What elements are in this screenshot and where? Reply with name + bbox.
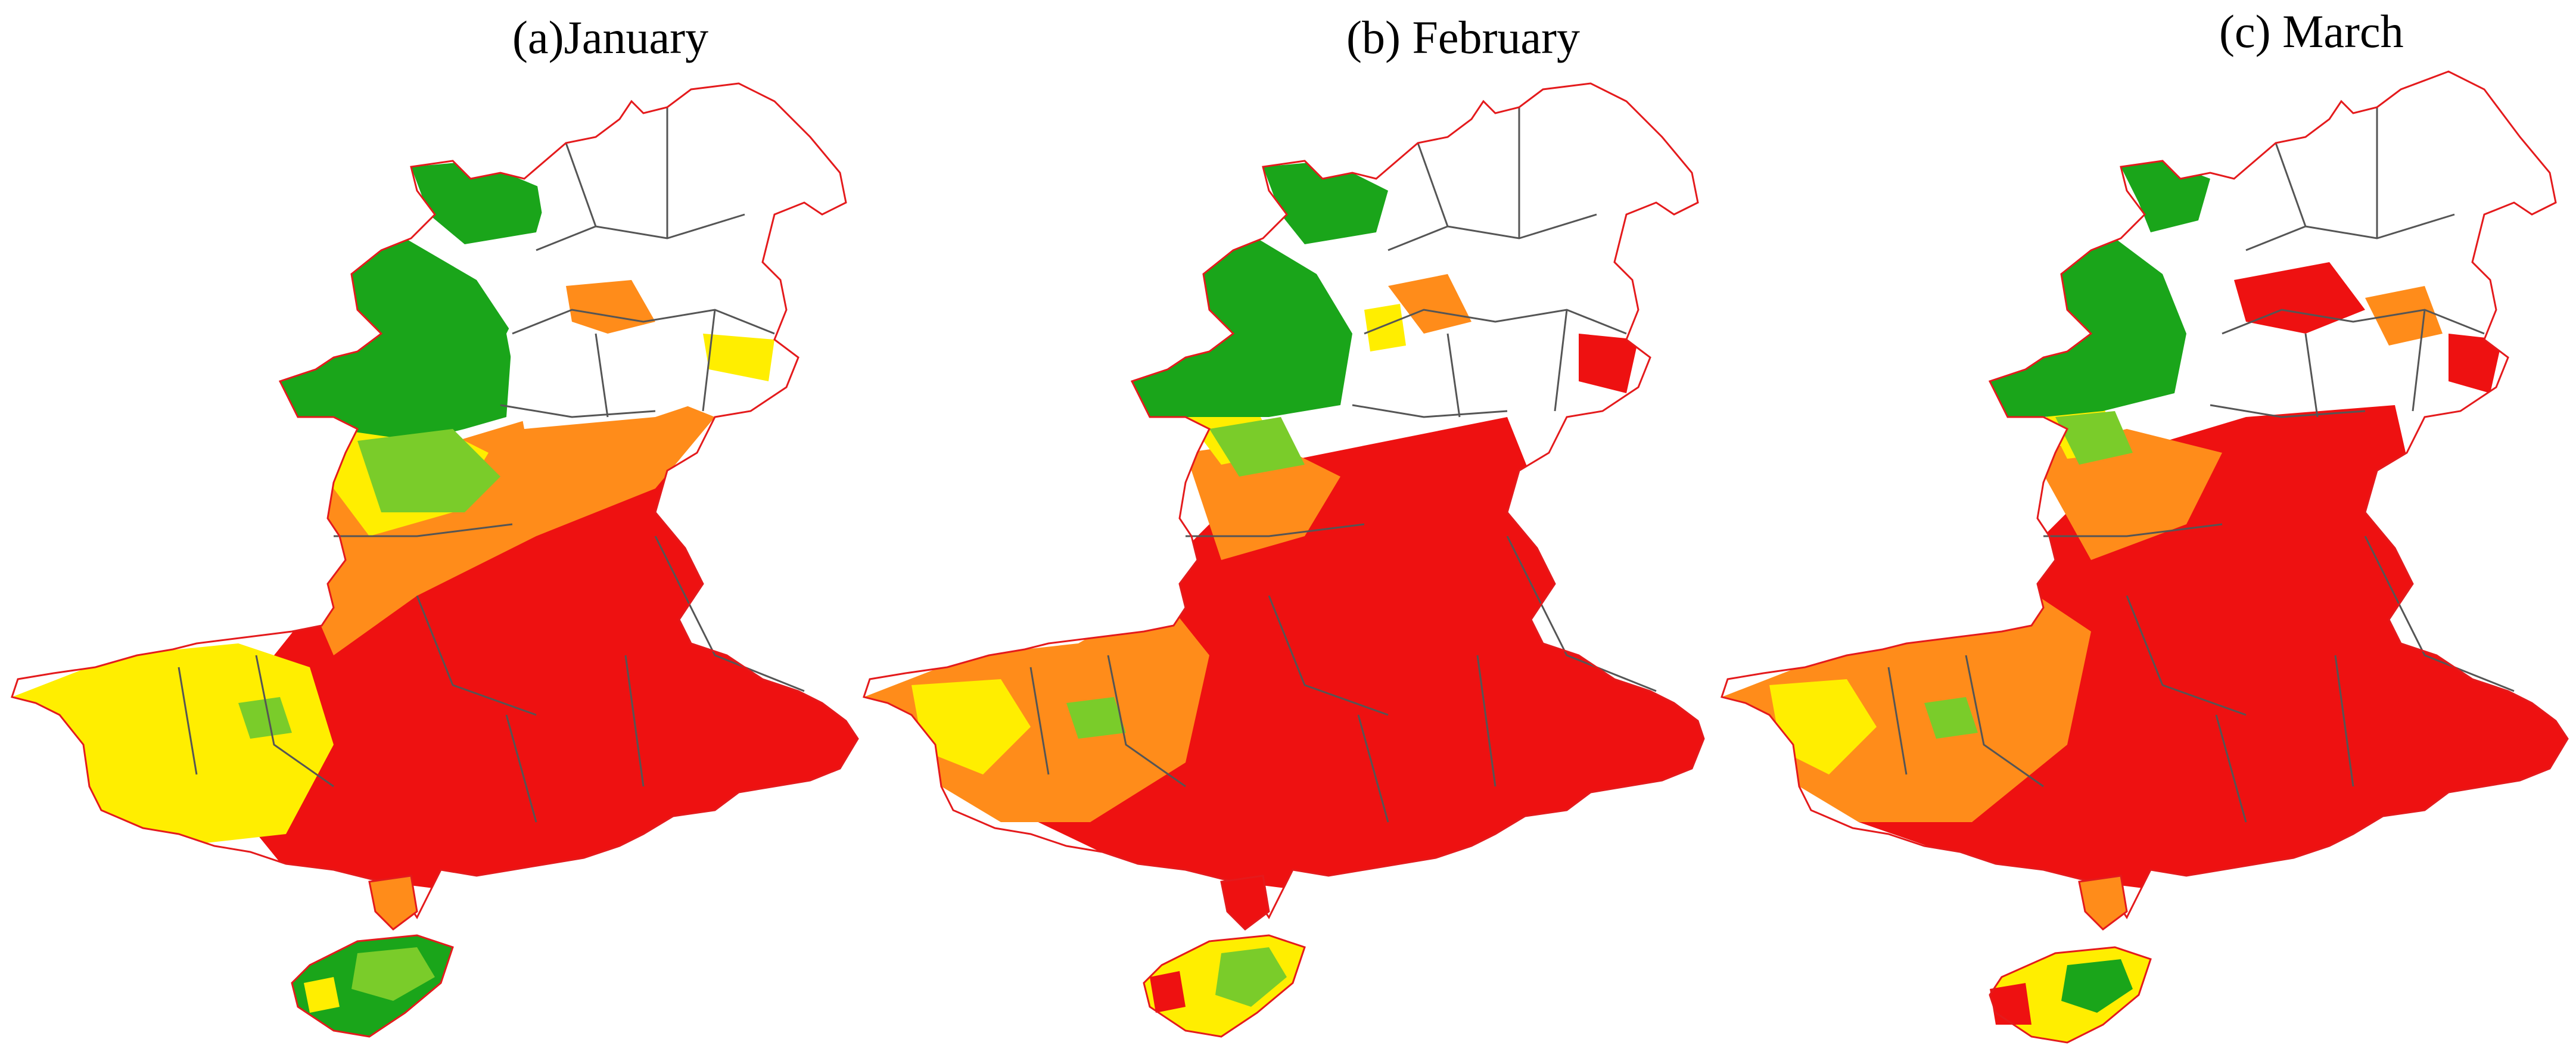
panel-title-march: (c) March — [2219, 5, 2404, 57]
drought-map-february — [863, 82, 1705, 1038]
region-fill-lightgreen-west — [238, 697, 292, 739]
region-fill-orange-ne — [2365, 286, 2443, 346]
region-fill-orange — [864, 596, 1209, 822]
island-leizhou — [1220, 875, 1270, 931]
map-outline — [863, 82, 1705, 919]
province-boundaries — [1029, 107, 1657, 823]
island-hainan — [291, 934, 454, 1038]
region-fill-red-ne2 — [2449, 334, 2502, 393]
map-panel-march: (c) March — [1710, 0, 2576, 1064]
region-fill-lightgreen-west — [1066, 697, 1126, 739]
region-fill-lightgreen — [1209, 417, 1305, 477]
region-fill-lightgreen — [2055, 411, 2133, 465]
island-leizhou — [368, 875, 418, 931]
map-panel-january: (a)January — [0, 0, 876, 1064]
region-fill-yellow — [911, 679, 1031, 774]
region-fill-yellow — [1769, 679, 1877, 774]
island-hainan — [1143, 934, 1306, 1038]
province-boundaries — [1887, 107, 2515, 823]
region-fill-nodata-ne — [506, 95, 846, 429]
map-outline — [1721, 70, 2569, 919]
region-fill-red-ne — [1579, 334, 1638, 393]
map-panel-february: (b) February — [852, 0, 1710, 1064]
island-leizhou — [2078, 875, 2128, 931]
panel-title-february: (b) February — [1346, 11, 1581, 63]
map-outline — [11, 82, 859, 919]
region-fill-green-north — [2121, 161, 2210, 232]
region-fill-orange-ne — [1388, 274, 1471, 334]
region-fill-green-north — [411, 161, 548, 244]
region-fill-green — [1132, 238, 1352, 417]
island-hainan — [1989, 946, 2152, 1044]
panel-title-january: (a)January — [512, 11, 709, 63]
region-fill-orange-mid — [1186, 441, 1340, 560]
region-fill-green — [280, 238, 512, 441]
region-fill-green-north — [1263, 161, 1388, 244]
province-boundaries — [178, 107, 805, 823]
region-fill-green — [1990, 238, 2186, 417]
region-fill-lightgreen — [357, 429, 500, 512]
region-fill-yellow-ne — [703, 334, 774, 381]
drought-map-march — [1721, 70, 2569, 1044]
drought-map-january — [11, 82, 859, 1038]
region-fill-lightgreen-west — [1924, 697, 1978, 739]
region-fill-yellow-ne — [1364, 304, 1406, 351]
